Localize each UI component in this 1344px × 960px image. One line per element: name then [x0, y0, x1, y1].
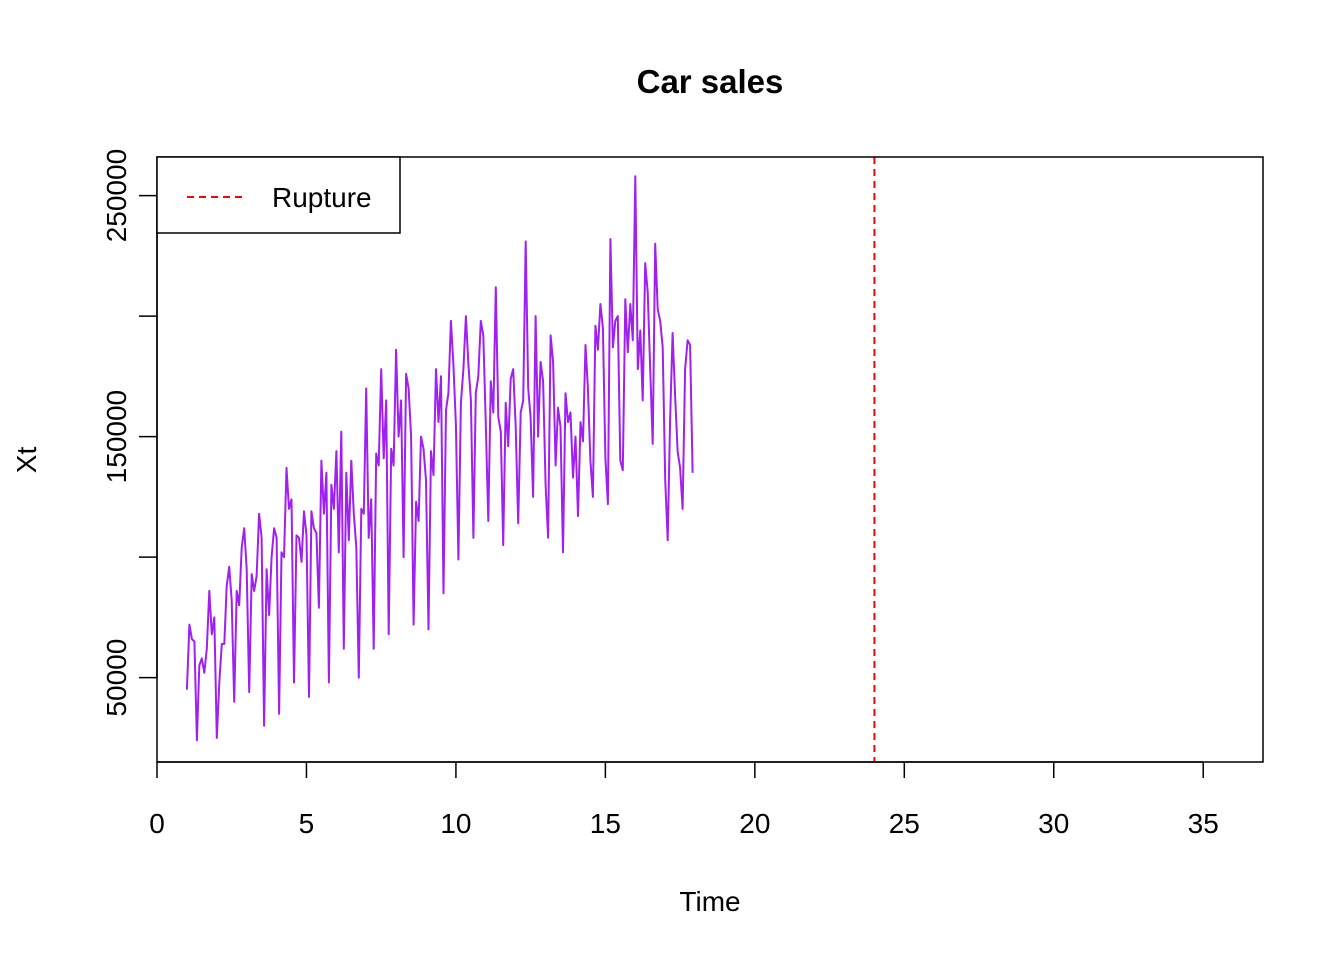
x-tick-label: 25 [889, 808, 920, 839]
x-tick-label: 0 [149, 808, 165, 839]
x-axis-title: Time [679, 886, 740, 917]
plot-frame [156, 156, 1264, 763]
x-tick-label: 30 [1038, 808, 1069, 839]
y-tick-label: 150000 [101, 390, 132, 483]
x-tick-label: 35 [1188, 808, 1219, 839]
y-axis: 50000 150000 250000 [101, 149, 158, 717]
legend: Rupture [156, 156, 401, 234]
x-tick-label: 10 [440, 808, 471, 839]
y-axis-title: Xt [11, 447, 42, 474]
y-tick-label: 250000 [101, 149, 132, 242]
x-tick-label: 20 [739, 808, 770, 839]
x-axis: 0 5 10 15 20 25 30 35 [149, 761, 1219, 839]
x-tick-label: 15 [590, 808, 621, 839]
legend-label-rupture: Rupture [272, 182, 372, 213]
y-tick-label: 50000 [101, 639, 132, 717]
x-tick-label: 5 [299, 808, 315, 839]
chart-title: Car sales [637, 63, 784, 100]
sales-series-line [185, 175, 694, 742]
legend-box [156, 156, 401, 234]
